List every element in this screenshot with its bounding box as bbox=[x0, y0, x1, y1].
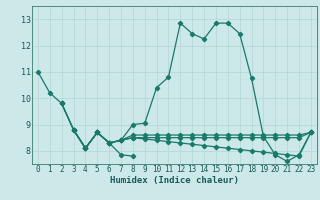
X-axis label: Humidex (Indice chaleur): Humidex (Indice chaleur) bbox=[110, 176, 239, 185]
